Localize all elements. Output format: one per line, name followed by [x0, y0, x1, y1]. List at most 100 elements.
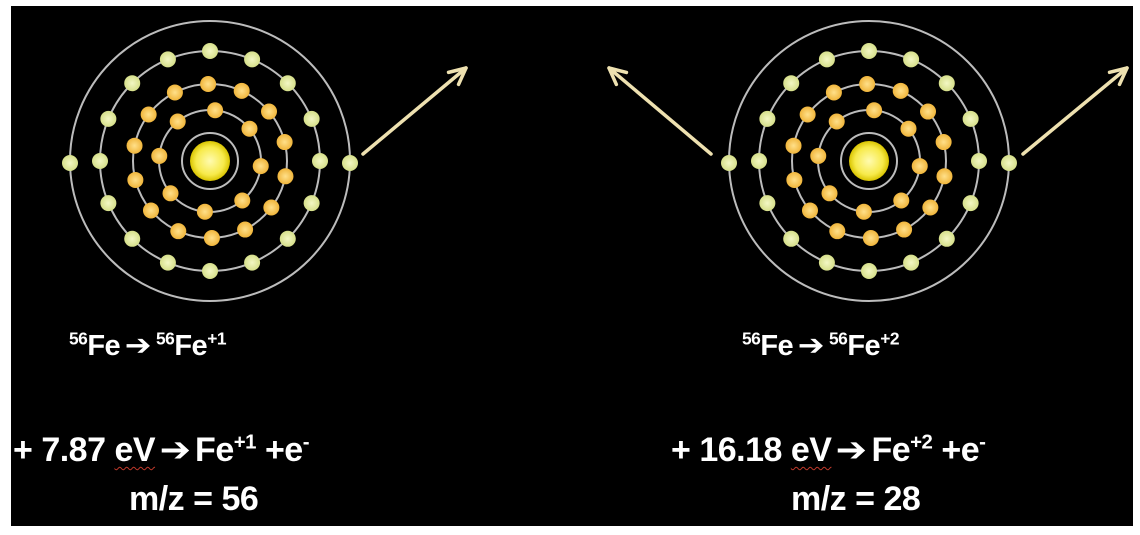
valence-electron-right [721, 155, 737, 171]
mz-equals-right: = [855, 480, 875, 518]
mz-value-right: 28 [883, 480, 921, 518]
electron-left [244, 254, 261, 271]
electron-left [237, 221, 254, 238]
mz-right: m/z = 28 [791, 480, 921, 519]
electron-left [140, 106, 157, 123]
ejection-arrowhead-right [1107, 66, 1129, 87]
electron-right: +e [941, 431, 980, 469]
plus-sign-right: + [671, 431, 691, 469]
ion-charge-right: +2 [910, 431, 933, 454]
valence-electron-left [342, 155, 358, 171]
product-left: Fe [174, 330, 208, 362]
electron-right [855, 203, 872, 220]
electron-right [828, 113, 845, 130]
unit-right: eV [790, 431, 832, 469]
electron-left [244, 51, 261, 68]
ionization-left: + 7.87 eV ➔ Fe+1 +e- [13, 430, 310, 470]
ionization-right: + 16.18 eV ➔ Fe+2 +e- [671, 430, 986, 470]
electron-left [169, 113, 186, 130]
electron-left [159, 51, 176, 68]
electron-right [936, 168, 953, 185]
nucleus-left [190, 141, 230, 181]
nucleus-right [849, 141, 889, 181]
mz-equals-left: = [193, 480, 213, 518]
reaction-left: 56Fe ➔ 56Fe+1 [69, 328, 227, 363]
electron-right [971, 153, 987, 169]
diagram-canvas [62, 20, 1129, 302]
electron-charge-right: - [979, 431, 986, 454]
reaction-right: 56Fe ➔ 56Fe+2 [742, 328, 900, 363]
electron-right [801, 202, 818, 219]
ion-charge-left: +1 [233, 431, 257, 454]
electron-right [783, 230, 800, 247]
electron-charge-left: - [302, 431, 310, 454]
electron-left [261, 103, 278, 120]
energy-left: 7.87 [41, 431, 106, 469]
mz-label-right: m/z [791, 480, 847, 518]
energy-right: 16.18 [699, 431, 782, 469]
electron-left [277, 168, 294, 185]
mz-label-left: m/z [129, 480, 185, 518]
electron-right [962, 195, 979, 212]
electron-right [866, 102, 883, 119]
electron-left [100, 110, 117, 127]
ejection-arrowhead-left [446, 66, 468, 87]
electron-right [920, 103, 937, 120]
electron-right [783, 75, 800, 92]
electron-right [821, 185, 838, 202]
electron-left [279, 230, 296, 247]
ejection-arrow-right [607, 66, 713, 156]
electron-left [312, 153, 328, 169]
electron-left: +e [264, 431, 303, 469]
product-right: Fe [847, 330, 881, 362]
valence-electron-right [1001, 155, 1017, 171]
electron-left [279, 75, 296, 92]
electron-left [200, 76, 217, 93]
ejection-arrow-right [1021, 66, 1129, 156]
electron-right [938, 75, 955, 92]
electron-left [142, 202, 159, 219]
isotope-left: 56 [69, 328, 88, 349]
ion-right: Fe [871, 431, 911, 469]
electron-left [162, 185, 179, 202]
electron-right [893, 192, 910, 209]
electron-left [303, 195, 320, 212]
electron-left [166, 84, 183, 101]
electron-right [911, 158, 928, 175]
isotope-right: 56 [742, 328, 761, 349]
electron-right [785, 137, 802, 154]
electron-right [810, 147, 827, 164]
electron-right [786, 171, 803, 188]
plus-sign-left: + [13, 431, 33, 469]
electron-right [799, 106, 816, 123]
electron-right [900, 120, 917, 137]
electron-left [263, 199, 280, 216]
electron-right [938, 230, 955, 247]
electron-right [825, 84, 842, 101]
electron-right [818, 51, 835, 68]
electron-left [303, 110, 320, 127]
electron-right [892, 82, 909, 99]
electron-right [751, 153, 767, 169]
electron-left [207, 102, 224, 119]
electron-left [276, 134, 293, 151]
electron-right [903, 51, 920, 68]
ionization-arrow-left: ➔ [159, 431, 191, 469]
electron-left [100, 195, 117, 212]
electron-right [962, 110, 979, 127]
electron-left [159, 254, 176, 271]
electron-left [124, 75, 141, 92]
electron-right [861, 43, 877, 59]
electron-left [202, 43, 218, 59]
electron-left [170, 223, 187, 240]
orbit-1-right [840, 132, 898, 190]
mz-left: m/z = 56 [129, 480, 259, 519]
electron-left [92, 153, 108, 169]
valence-electron-left [62, 155, 78, 171]
product-isotope-right: 56 [829, 328, 848, 349]
reaction-arrow-right: ➔ [797, 330, 825, 362]
unit-left: eV [114, 431, 156, 469]
electron-right [903, 254, 920, 271]
reaction-arrow-left: ➔ [124, 330, 152, 362]
reactant-right: Fe [760, 330, 794, 362]
